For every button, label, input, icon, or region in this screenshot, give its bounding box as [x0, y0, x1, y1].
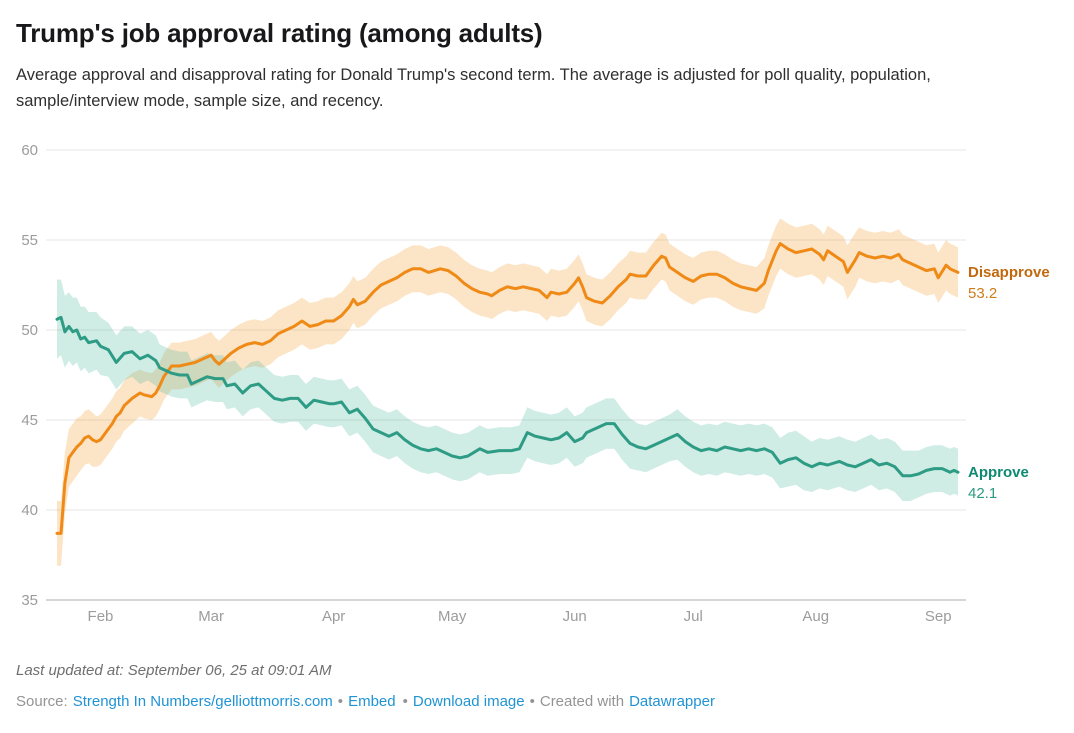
y-tick-label-35: 35: [21, 592, 38, 609]
footer-source-row: Source: Strength In Numbers/gelliottmorri…: [16, 693, 720, 710]
x-tick-label-Apr: Apr: [322, 608, 345, 625]
approve-series-name: Approve: [968, 464, 1029, 482]
approve-line: [55, 315, 960, 478]
approval-line-chart: 35 40 45 50 55 60 Feb Mar Apr May Jun Jul Aug Sep: [21, 142, 966, 625]
last-updated-note: Last updated at: September 06, 25 at 09:…: [16, 662, 332, 679]
y-tick-label-60: 60: [21, 142, 38, 159]
x-tick-label-Jun: Jun: [563, 608, 587, 625]
disapprove-end-label: Disapprove 53.2: [968, 262, 1072, 304]
chart-header: Trump's job approval rating (among adult…: [16, 18, 1026, 114]
datawrapper-link[interactable]: Datawrapper: [629, 693, 715, 710]
download-image-link[interactable]: Download image: [412, 693, 525, 710]
last-updated-text: Last updated at: September 06, 25 at 09:…: [16, 662, 332, 679]
x-tick-label-Mar: Mar: [198, 608, 224, 625]
disapprove-end-value: 53.2: [968, 285, 998, 303]
disapprove-confidence-band: [57, 218, 958, 566]
x-tick-label-Feb: Feb: [88, 608, 114, 625]
embed-link[interactable]: Embed: [348, 693, 396, 710]
approve-end-label: Approve 42.1: [968, 462, 1072, 504]
y-tick-label-50: 50: [21, 322, 38, 339]
bullet-separator: •: [337, 693, 344, 710]
source-label: Source:: [16, 693, 68, 710]
disapprove-series-name: Disapprove: [968, 264, 1050, 282]
approve-confidence-band: [57, 279, 958, 501]
disapprove-line: [55, 242, 960, 535]
x-tick-label-Jul: Jul: [684, 608, 703, 625]
chart-subtitle: Average approval and disapproval rating …: [16, 66, 931, 110]
source-link[interactable]: Strength In Numbers/gelliottmorris.com: [72, 693, 333, 710]
created-with-label: Created with: [539, 693, 625, 710]
bullet-separator: •: [402, 693, 408, 710]
x-tick-label-Aug: Aug: [802, 608, 829, 625]
chart-area: 35 40 45 50 55 60 Feb Mar Apr May Jun Jul Aug Sep Dis…: [0, 140, 1074, 632]
bullet-separator: •: [529, 693, 535, 710]
y-tick-label-45: 45: [21, 412, 38, 429]
x-tick-label-May: May: [438, 608, 467, 625]
x-tick-label-Sep: Sep: [925, 608, 952, 625]
approve-end-value: 42.1: [968, 485, 998, 503]
y-tick-label-40: 40: [21, 502, 38, 519]
y-tick-label-55: 55: [21, 232, 38, 249]
page-title: Trump's job approval rating (among adult…: [16, 18, 543, 48]
